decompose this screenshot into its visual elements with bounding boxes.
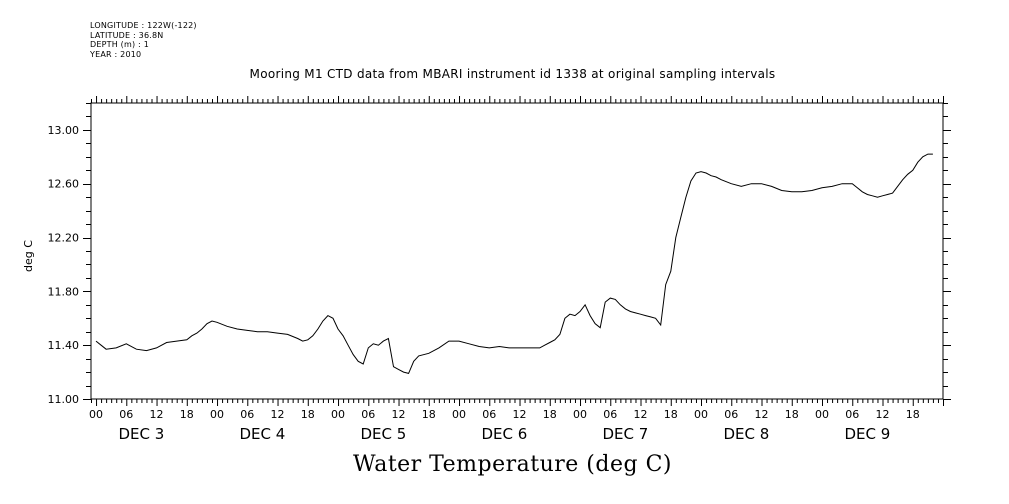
y-tick-label: 11.80	[48, 285, 80, 298]
x-tick-label: 00	[331, 408, 345, 421]
x-tick-label: 06	[482, 408, 496, 421]
year-label: YEAR : 2010	[90, 49, 142, 59]
y-tick-label: 11.40	[48, 339, 80, 352]
x-tick-label: 12	[876, 408, 890, 421]
x-day-label: DEC 3	[119, 425, 165, 443]
x-day-label: DEC 8	[723, 425, 769, 443]
longitude-label: LONGITUDE : 122W(-122)	[90, 21, 197, 30]
x-tick-label: 18	[422, 408, 436, 421]
x-tick-label: 18	[301, 408, 315, 421]
x-tick-label: 00	[452, 408, 466, 421]
x-tick-label: 06	[240, 408, 254, 421]
x-tick-label: 06	[119, 408, 133, 421]
plot-frame	[90, 102, 944, 400]
y-tick-label: 13.00	[48, 124, 80, 137]
x-day-label: DEC 7	[602, 425, 648, 443]
y-tick-label: 12.20	[48, 232, 80, 245]
x-tick-label: 12	[392, 408, 406, 421]
x-tick-label: 00	[694, 408, 708, 421]
x-tick-label: 06	[845, 408, 859, 421]
x-tick-label: 18	[906, 408, 920, 421]
x-day-label: DEC 5	[360, 425, 406, 443]
x-tick-label: 12	[271, 408, 285, 421]
x-tick-label: 00	[89, 408, 103, 421]
x-day-label: DEC 4	[239, 425, 285, 443]
x-tick-label: 00	[210, 408, 224, 421]
x-tick-label: 00	[815, 408, 829, 421]
series-line	[95, 153, 933, 374]
y-tick-label: 12.60	[48, 178, 80, 191]
x-day-label: DEC 6	[481, 425, 527, 443]
x-tick-label: 12	[755, 408, 769, 421]
x-tick-label: 00	[573, 408, 587, 421]
x-tick-label: 06	[603, 408, 617, 421]
latitude-label: LATITUDE : 36.8N	[90, 30, 164, 40]
x-tick-label: 12	[513, 408, 527, 421]
x-day-label: DEC 9	[844, 425, 890, 443]
depth-label: DEPTH (m) : 1	[90, 40, 149, 49]
x-tick-label: 06	[724, 408, 738, 421]
x-tick-label: 18	[785, 408, 799, 421]
x-tick-label: 18	[180, 408, 194, 421]
x-tick-label: 18	[543, 408, 557, 421]
x-tick-label: 12	[634, 408, 648, 421]
metadata-block: LONGITUDE : 122W(-122) LATITUDE : 36.8N …	[90, 21, 197, 59]
x-tick-label: 18	[664, 408, 678, 421]
x-tick-label: 06	[361, 408, 375, 421]
bottom-title: Water Temperature (deg C)	[353, 452, 672, 477]
x-tick-label: 12	[150, 408, 164, 421]
chart-title: Mooring M1 CTD data from MBARI instrumen…	[249, 67, 776, 81]
y-tick-label: 11.00	[48, 393, 80, 406]
